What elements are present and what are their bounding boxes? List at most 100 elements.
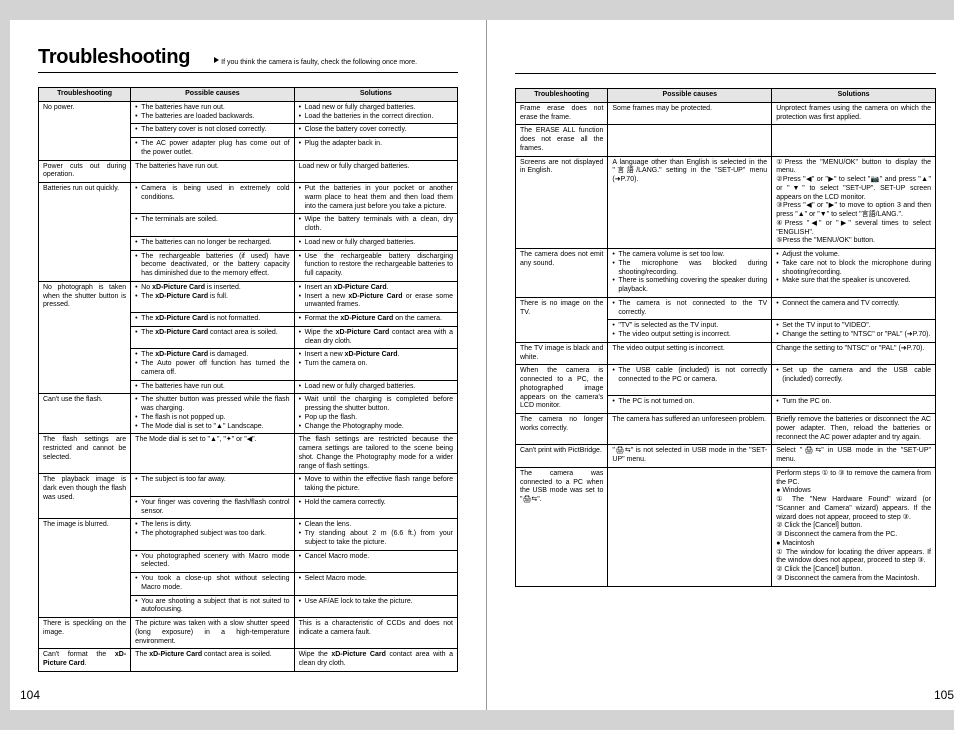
triangle-icon (214, 57, 219, 63)
page-number-right: 105 (934, 688, 954, 702)
issue-cell: No power. (39, 101, 131, 160)
th-issue: Troubleshooting (39, 88, 131, 102)
solution-cell: •Plug the adapter back in. (294, 138, 457, 161)
cause-cell: •No xD-Picture Card is inserted.•The xD-… (131, 281, 294, 312)
issue-cell: The ERASE ALL function does not erase al… (516, 125, 608, 156)
cause-cell: •You photographed scenery with Macro mod… (131, 550, 294, 573)
cause-cell (608, 125, 772, 156)
solution-cell: •Turn the PC on. (772, 395, 936, 414)
issue-cell: Can't use the flash. (39, 394, 131, 434)
troubleshoot-table-right: Troubleshooting Possible causes Solution… (515, 88, 936, 587)
cause-cell: •You are shooting a subject that is not … (131, 595, 294, 618)
th-issue: Troubleshooting (516, 89, 608, 103)
issue-cell: The camera was connected to a PC when th… (516, 467, 608, 586)
solution-cell: •Insert an xD-Picture Card.•Insert a new… (294, 281, 457, 312)
page-right: Troubleshooting Possible causes Solution… (487, 20, 954, 710)
solution-cell: •Insert a new xD-Picture Card.•Turn the … (294, 349, 457, 380)
issue-cell: Frame erase does not erase the frame. (516, 102, 608, 125)
cause-cell: •The xD-Picture Card is damaged.•The Aut… (131, 349, 294, 380)
issue-cell: The TV image is black and white. (516, 342, 608, 365)
cause-cell: •The batteries can no longer be recharge… (131, 236, 294, 250)
issue-cell: The flash settings are restricted and ca… (39, 434, 131, 474)
solution-cell: Wipe the xD-Picture Card contact area wi… (294, 649, 457, 672)
solution-cell: •Hold the camera correctly. (294, 496, 457, 519)
cause-cell: •The rechargeable batteries (if used) ha… (131, 250, 294, 281)
cause-cell: The Mode dial is set to "▲", "✦" or "◀". (131, 434, 294, 474)
issue-cell: No photograph is taken when the shutter … (39, 281, 131, 394)
issue-cell: Can't format the xD-Picture Card. (39, 649, 131, 672)
solution-cell: •Clean the lens.•Try standing about 2 m … (294, 519, 457, 550)
th-cause: Possible causes (131, 88, 294, 102)
cause-cell: •The PC is not turned on. (608, 395, 772, 414)
cause-cell: •Your finger was covering the flash/flas… (131, 496, 294, 519)
cause-cell: The xD-Picture Card contact area is soil… (131, 649, 294, 672)
header-spacer (515, 46, 936, 74)
issue-cell: The playback image is dark even though t… (39, 474, 131, 519)
cause-cell: •"TV" is selected as the TV input.•The v… (608, 320, 772, 343)
solution-cell: •Put the batteries in your pocket or ano… (294, 183, 457, 214)
solution-cell: •Load new or fully charged batteries.•Lo… (294, 101, 457, 124)
th-solution: Solutions (294, 88, 457, 102)
solution-cell: Load new or fully charged batteries. (294, 160, 457, 183)
solution-cell: Select "🖨⇆" in USB mode in the "SET-UP" … (772, 445, 936, 468)
cause-cell: The picture was taken with a slow shutte… (131, 618, 294, 649)
solution-cell: ①Press the "MENU/OK" button to display t… (772, 156, 936, 249)
header: Troubleshooting If you think the camera … (38, 46, 458, 73)
issue-cell: Screens are not displayed in English. (516, 156, 608, 249)
issue-cell: There is speckling on the image. (39, 618, 131, 649)
solution-cell: •Use AF/AE lock to take the picture. (294, 595, 457, 618)
solution-cell: •Format the xD-Picture Card on the camer… (294, 313, 457, 327)
solution-cell: •Cancel Macro mode. (294, 550, 457, 573)
th-cause: Possible causes (608, 89, 772, 103)
solution-cell: The flash settings are restricted becaus… (294, 434, 457, 474)
solution-cell: •Adjust the volume.•Take care not to blo… (772, 249, 936, 298)
cause-cell: •You took a close-up shot without select… (131, 573, 294, 596)
cause-cell: •The battery cover is not closed correct… (131, 124, 294, 138)
solution-cell: •Select Macro mode. (294, 573, 457, 596)
cause-cell: •The subject is too far away. (131, 474, 294, 497)
cause-cell: "🖨⇆" is not selected in USB mode in the … (608, 445, 772, 468)
solution-cell: •Wipe the battery terminals with a clean… (294, 214, 457, 237)
solution-cell: •Wait until the charging is completed be… (294, 394, 457, 434)
solution-cell: Briefly remove the batteries or disconne… (772, 414, 936, 445)
page-subtitle: If you think the camera is faulty, check… (214, 57, 417, 69)
solution-cell: Unprotect frames using the camera on whi… (772, 102, 936, 125)
issue-cell: Power cuts out during operation. (39, 160, 131, 183)
solution-cell: •Use the rechargeable battery dischargin… (294, 250, 457, 281)
cause-cell: The camera has suffered an unforeseen pr… (608, 414, 772, 445)
solution-cell: •Wipe the xD-Picture Card contact area w… (294, 326, 457, 349)
cause-cell: •The terminals are soiled. (131, 214, 294, 237)
solution-cell: •Load new or fully charged batteries. (294, 380, 457, 394)
cause-cell: •The xD-Picture Card contact area is soi… (131, 326, 294, 349)
issue-cell: Batteries run out quickly. (39, 183, 131, 282)
page-title: Troubleshooting (38, 46, 190, 69)
cause-cell: •The AC power adapter plug has come out … (131, 138, 294, 161)
cause-cell: A language other than English is selecte… (608, 156, 772, 249)
solution-cell: •Set the TV input to "VIDEO".•Change the… (772, 320, 936, 343)
solution-cell: Perform steps ① to ③ to remove the camer… (772, 467, 936, 586)
cause-cell: •The batteries have run out. (131, 380, 294, 394)
solution-cell: •Load new or fully charged batteries. (294, 236, 457, 250)
issue-cell: The camera does not emit any sound. (516, 249, 608, 298)
th-solution: Solutions (772, 89, 936, 103)
cause-cell: The batteries have run out. (131, 160, 294, 183)
cause-cell: •The batteries have run out.•The batteri… (131, 101, 294, 124)
issue-cell: The camera no longer works correctly. (516, 414, 608, 445)
solution-cell: •Move to within the effective flash rang… (294, 474, 457, 497)
issue-cell: There is no image on the TV. (516, 297, 608, 342)
solution-cell: •Set up the camera and the USB cable (in… (772, 365, 936, 395)
cause-cell: Some frames may be protected. (608, 102, 772, 125)
cause-cell: •The camera volume is set too low.•The m… (608, 249, 772, 298)
issue-cell: When the camera is connected to a PC, th… (516, 365, 608, 414)
cause-cell: •The lens is dirty.•The photographed sub… (131, 519, 294, 550)
solution-cell: This is a characteristic of CCDs and doe… (294, 618, 457, 649)
issue-cell: The image is blurred. (39, 519, 131, 618)
solution-cell: •Close the battery cover correctly. (294, 124, 457, 138)
page-spread: Troubleshooting If you think the camera … (10, 20, 954, 710)
cause-cell: •The USB cable (included) is not correct… (608, 365, 772, 395)
solution-cell (772, 125, 936, 156)
solution-cell: •Connect the camera and TV correctly. (772, 297, 936, 320)
cause-cell: •The camera is not connected to the TV c… (608, 297, 772, 320)
cause-cell: The video output setting is incorrect. (608, 342, 772, 365)
page-left: Troubleshooting If you think the camera … (10, 20, 487, 710)
